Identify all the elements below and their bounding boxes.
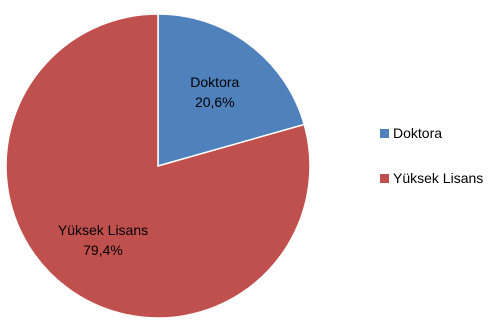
pie-slice-y-ksek-lisans [5, 13, 311, 319]
legend-item-yuksek-lisans: Yüksek Lisans [380, 168, 483, 188]
slice-value-doktora: 20,6% [195, 94, 235, 110]
legend-label-doktora: Doktora [393, 125, 443, 141]
pie-slices [5, 13, 311, 319]
slice-name-y-ksek-lisans: Yüksek Lisans [58, 222, 148, 238]
slice-value-y-ksek-lisans: 79,4% [83, 242, 123, 258]
legend-label-yuksek-lisans: Yüksek Lisans [393, 170, 484, 186]
legend-swatch-yuksek-lisans [380, 173, 389, 183]
slice-name-doktora: Doktora [190, 74, 239, 90]
legend-item-doktora: Doktora [380, 123, 483, 143]
pie-slice-doktora [157, 13, 306, 167]
legend-swatch-doktora [380, 128, 389, 138]
legend: Doktora Yüksek Lisans [380, 123, 483, 213]
pie-labels: Doktora 20,6% Yüksek Lisans 79,4% [58, 74, 240, 258]
